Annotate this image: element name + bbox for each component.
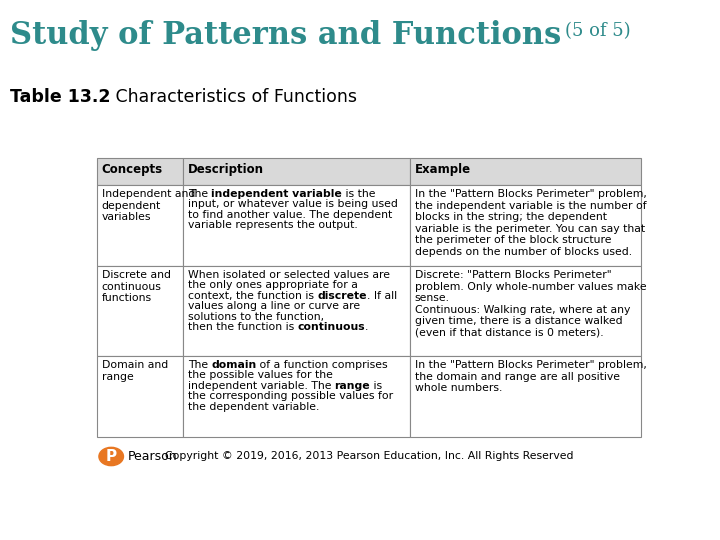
Text: Independent and
dependent
variables: Independent and dependent variables [102, 189, 195, 222]
Text: P: P [106, 449, 117, 464]
Text: Characteristics of Functions: Characteristics of Functions [110, 88, 358, 106]
Text: Copyright © 2019, 2016, 2013 Pearson Education, Inc. All Rights Reserved: Copyright © 2019, 2016, 2013 Pearson Edu… [165, 451, 573, 462]
Text: Pearson: Pearson [128, 450, 178, 463]
Text: the dependent variable.: the dependent variable. [188, 402, 319, 412]
Text: . If all: . If all [366, 291, 397, 301]
Bar [183, 185, 410, 266]
Text: Discrete: "Pattern Blocks Perimeter"
problem. Only whole-number values make
sens: Discrete: "Pattern Blocks Perimeter" pro… [415, 270, 647, 338]
Text: Concepts: Concepts [102, 163, 163, 176]
Text: domain: domain [211, 360, 256, 370]
Text: Study of Patterns and Functions: Study of Patterns and Functions [10, 20, 562, 51]
Text: variable represents the output.: variable represents the output. [188, 220, 357, 230]
Text: .: . [365, 322, 369, 332]
Text: solutions to the function,: solutions to the function, [188, 312, 324, 322]
Text: discrete: discrete [317, 291, 366, 301]
Text: The: The [188, 189, 211, 199]
Text: the possible values for the: the possible values for the [188, 370, 333, 381]
Text: values along a line or curve are: values along a line or curve are [188, 301, 360, 311]
Text: of a function comprises: of a function comprises [256, 360, 388, 370]
Text: Example: Example [415, 163, 471, 176]
Text: range: range [335, 381, 370, 391]
Text: the corresponding possible values for: the corresponding possible values for [188, 392, 392, 401]
Text: In the "Pattern Blocks Perimeter" problem,
the domain and range are all positive: In the "Pattern Blocks Perimeter" proble… [415, 360, 647, 393]
Circle shape [99, 447, 124, 465]
Text: is the: is the [342, 189, 375, 199]
Text: then the function is: then the function is [188, 322, 297, 332]
Bar [410, 185, 641, 266]
Bar [183, 356, 410, 437]
Bar [97, 158, 183, 185]
Bar [97, 266, 183, 356]
Text: In the "Pattern Blocks Perimeter" problem,
the independent variable is the numbe: In the "Pattern Blocks Perimeter" proble… [415, 189, 647, 257]
Text: continuous: continuous [297, 322, 365, 332]
Text: The: The [188, 360, 211, 370]
Bar [97, 356, 183, 437]
Text: Description: Description [188, 163, 264, 176]
Text: the only ones appropriate for a: the only ones appropriate for a [188, 280, 357, 291]
Bar [183, 158, 410, 185]
Bar [97, 185, 183, 266]
Bar [410, 158, 641, 185]
Text: Discrete and
continuous
functions: Discrete and continuous functions [102, 270, 171, 303]
Bar [410, 356, 641, 437]
Text: independent variable: independent variable [211, 189, 342, 199]
Text: is: is [370, 381, 382, 391]
Bar [410, 266, 641, 356]
Text: to find another value. The dependent: to find another value. The dependent [188, 210, 392, 220]
Text: context, the function is: context, the function is [188, 291, 317, 301]
Text: (5 of 5): (5 of 5) [565, 22, 631, 40]
Text: independent variable. The: independent variable. The [188, 381, 335, 391]
Text: input, or whatever value is being used: input, or whatever value is being used [188, 199, 397, 210]
Bar [183, 266, 410, 356]
Text: Domain and
range: Domain and range [102, 360, 168, 382]
Text: Table 13.2: Table 13.2 [10, 88, 110, 106]
Text: When isolated or selected values are: When isolated or selected values are [188, 270, 390, 280]
